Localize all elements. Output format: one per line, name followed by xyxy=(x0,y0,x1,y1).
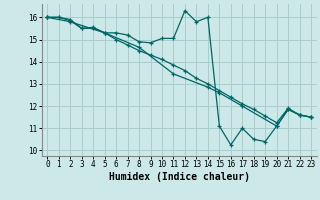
X-axis label: Humidex (Indice chaleur): Humidex (Indice chaleur) xyxy=(109,172,250,182)
